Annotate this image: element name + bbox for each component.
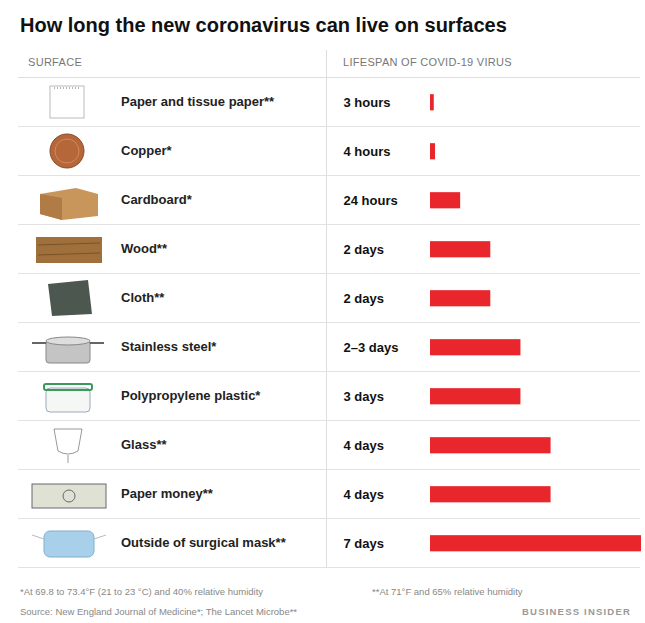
svg-text:2 days: 2 days <box>344 291 384 306</box>
svg-text:4 days: 4 days <box>344 438 384 453</box>
svg-text:4 hours: 4 hours <box>344 144 391 159</box>
html-text:Cardboard*: Cardboard* <box>121 192 192 207</box>
html-text:SURFACE: SURFACE <box>28 56 83 68</box>
svg-text:2–3 days: 2–3 days <box>344 340 399 355</box>
html-text:Stainless steel*: Stainless steel* <box>121 339 217 354</box>
svg-text:7 days: 7 days <box>344 536 384 551</box>
svg-text:3 days: 3 days <box>344 389 384 404</box>
svg-text:4 days: 4 days <box>344 487 384 502</box>
html-text:*At 69.8 to 73.4°F (21 to 23 °: *At 69.8 to 73.4°F (21 to 23 °C) and 40%… <box>20 586 264 597</box>
html-text:LIFESPAN OF COVID-19 VIRUS: LIFESPAN OF COVID-19 VIRUS <box>343 56 512 68</box>
html-text:Copper*: Copper* <box>121 143 172 158</box>
html-text:Source: New England Journal of: Source: New England Journal of Medicine*… <box>20 606 298 617</box>
html-text:Wood**: Wood** <box>121 241 167 256</box>
html-text:Outside of surgical mask**: Outside of surgical mask** <box>121 535 286 550</box>
html-text:Cloth**: Cloth** <box>121 290 165 305</box>
svg-text:2 days: 2 days <box>344 242 384 257</box>
html-text:Paper money**: Paper money** <box>121 486 213 501</box>
svg-text:3 hours: 3 hours <box>344 95 391 110</box>
html-text:BUSINESS INSIDER: BUSINESS INSIDER <box>522 606 631 617</box>
svg-text:24 hours: 24 hours <box>344 193 398 208</box>
html-text:Glass**: Glass** <box>121 437 167 452</box>
html-text:**At 71°F and 65% relative hum: **At 71°F and 65% relative humidity <box>372 586 523 597</box>
html-text:How long the new coronavirus c: How long the new coronavirus can live on… <box>20 14 507 36</box>
html-text:Polypropylene plastic*: Polypropylene plastic* <box>121 388 261 403</box>
html-text:Paper and tissue paper**: Paper and tissue paper** <box>121 94 275 109</box>
